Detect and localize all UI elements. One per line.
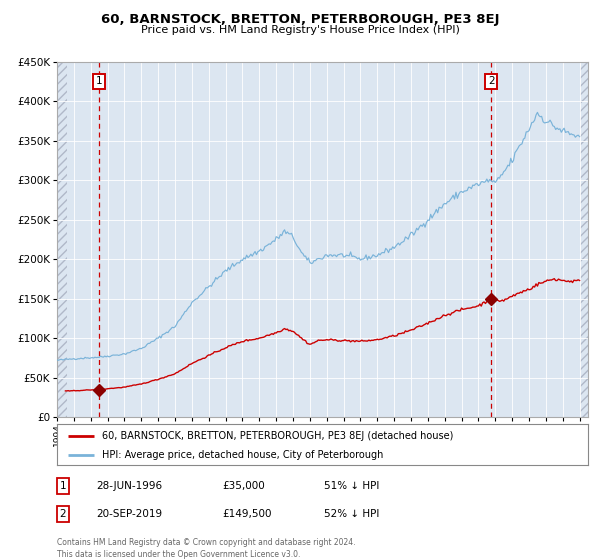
Text: HPI: Average price, detached house, City of Peterborough: HPI: Average price, detached house, City…: [102, 450, 383, 460]
Text: 60, BARNSTOCK, BRETTON, PETERBOROUGH, PE3 8EJ: 60, BARNSTOCK, BRETTON, PETERBOROUGH, PE…: [101, 13, 499, 26]
Text: 1: 1: [96, 76, 103, 86]
Text: 20-SEP-2019: 20-SEP-2019: [96, 509, 162, 519]
Bar: [580, 62, 588, 417]
Text: Price paid vs. HM Land Registry's House Price Index (HPI): Price paid vs. HM Land Registry's House …: [140, 25, 460, 35]
Text: £149,500: £149,500: [222, 509, 271, 519]
Text: 28-JUN-1996: 28-JUN-1996: [96, 481, 162, 491]
Text: 51% ↓ HPI: 51% ↓ HPI: [324, 481, 379, 491]
Text: 60, BARNSTOCK, BRETTON, PETERBOROUGH, PE3 8EJ (detached house): 60, BARNSTOCK, BRETTON, PETERBOROUGH, PE…: [102, 431, 454, 441]
Text: 52% ↓ HPI: 52% ↓ HPI: [324, 509, 379, 519]
Text: £35,000: £35,000: [222, 481, 265, 491]
Text: Contains HM Land Registry data © Crown copyright and database right 2024.
This d: Contains HM Land Registry data © Crown c…: [57, 538, 355, 559]
Text: 2: 2: [59, 509, 67, 519]
Text: 1: 1: [59, 481, 67, 491]
Bar: [57, 62, 67, 417]
Text: 2: 2: [488, 76, 494, 86]
